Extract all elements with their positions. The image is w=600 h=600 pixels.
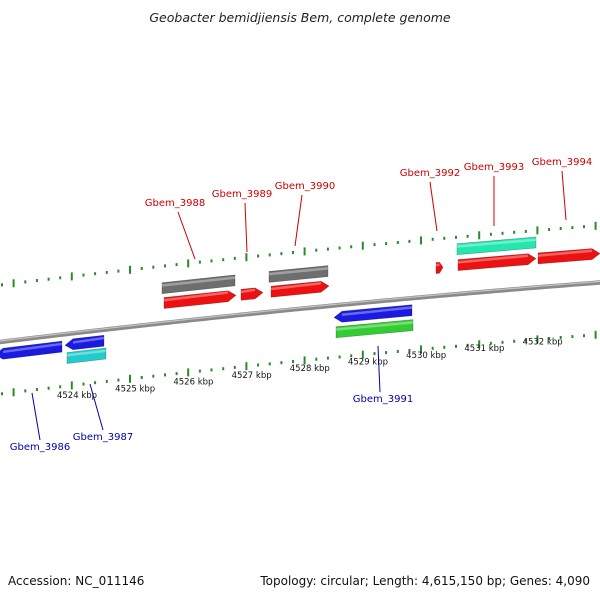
gbem-3993-seg1-body[interactable] xyxy=(457,253,537,271)
gbem-3993-seg0[interactable] xyxy=(456,236,537,256)
gbem-3986-seg0-shine xyxy=(3,342,62,354)
gene-label[interactable]: Gbem_3990 xyxy=(275,181,335,192)
callout-gbem-3990[interactable]: Gbem_3990 xyxy=(275,181,335,247)
leader-line xyxy=(244,202,248,253)
gbem-3991-seg1-body[interactable] xyxy=(335,319,414,339)
gbem-3990-seg1-body[interactable] xyxy=(270,280,330,298)
callout-gbem-3994[interactable]: Gbem_3994 xyxy=(532,157,592,221)
tick-label: 4524 kbp xyxy=(57,391,97,401)
gbem-3992-seg0-shine xyxy=(436,263,440,267)
forward-ticks xyxy=(1,221,597,288)
gbem-3993-seg0-body[interactable] xyxy=(456,236,537,256)
gbem-3991-seg0-shine xyxy=(342,306,412,316)
callout-gbem-3987[interactable]: Gbem_3987 xyxy=(73,383,133,443)
gene-label[interactable]: Gbem_3986 xyxy=(10,442,70,453)
leader-line xyxy=(377,345,381,393)
gbem-3987-seg0-body[interactable] xyxy=(64,334,105,351)
tick-label: 4528 kbp xyxy=(290,364,330,374)
gbem-3987-seg0[interactable] xyxy=(64,334,105,351)
gbem-3990-seg1[interactable] xyxy=(270,280,330,298)
gene-label[interactable]: Gbem_3994 xyxy=(532,157,592,168)
gene-label[interactable]: Gbem_3989 xyxy=(212,189,272,200)
gbem-3993-seg0-shine xyxy=(457,238,536,248)
gbem-3986-seg0-body[interactable] xyxy=(0,340,63,360)
callout-gbem-3991[interactable]: Gbem_3991 xyxy=(353,345,413,405)
gbem-3990-seg0-body[interactable] xyxy=(268,265,329,283)
gbem-3991-seg0[interactable] xyxy=(333,304,413,323)
gbem-3993-seg1-shine xyxy=(458,254,528,264)
gbem-3986-seg0[interactable] xyxy=(0,340,63,360)
gbem-3990-seg0[interactable] xyxy=(268,265,329,283)
gbem-3994-seg0-body[interactable] xyxy=(537,248,600,265)
kbp-tick-labels: 4524 kbp 4525 kbp 4526 kbp 4527 kbp 4528 kbp… xyxy=(57,337,563,401)
tick-label: 4526 kbp xyxy=(173,378,213,388)
gbem-3988-seg1-shine xyxy=(164,291,228,302)
map-title: Geobacter bemidjiensis Bem, complete gen… xyxy=(149,10,451,25)
tick-label: 4529 kbp xyxy=(348,358,388,368)
callout-gbem-3989[interactable]: Gbem_3989 xyxy=(212,189,272,253)
gbem-3991-seg1[interactable] xyxy=(335,319,414,339)
topology-text: Topology: circular; Length: 4,615,150 bp… xyxy=(260,574,590,588)
gbem-3989-seg0-body[interactable] xyxy=(240,287,264,301)
gene-label[interactable]: Gbem_3987 xyxy=(73,432,133,443)
gbem-3989-seg0-shine xyxy=(241,288,255,294)
leader-line xyxy=(429,181,438,232)
leader-line xyxy=(89,383,104,431)
callout-gbem-3986[interactable]: Gbem_3986 xyxy=(10,392,70,453)
gbem-3988-seg1[interactable] xyxy=(163,290,237,309)
tick-label: 4530 kbp xyxy=(406,351,446,361)
gbem-3990-seg1-shine xyxy=(271,282,321,291)
backbone-highlight xyxy=(0,280,600,342)
gbem-3992-seg0-body[interactable] xyxy=(435,261,444,274)
tick-label: 4527 kbp xyxy=(232,371,272,381)
gbem-3988-seg0-body[interactable] xyxy=(161,274,236,295)
gbem-3988-seg0[interactable] xyxy=(161,274,236,295)
gbem-3994-seg0-shine xyxy=(538,249,592,257)
gene-label[interactable]: Gbem_3988 xyxy=(145,198,205,209)
gene-features xyxy=(0,236,600,364)
tick-label: 4532 kbp xyxy=(523,337,563,347)
gbem-3988-seg0-shine xyxy=(162,276,235,287)
gbem-3987-seg1-body[interactable] xyxy=(66,347,107,364)
callout-gbem-3992[interactable]: Gbem_3992 xyxy=(400,168,460,232)
gbem-3991-seg0-body[interactable] xyxy=(333,304,413,323)
gbem-3993-seg1[interactable] xyxy=(457,253,537,271)
callout-gbem-3988[interactable]: Gbem_3988 xyxy=(145,198,205,260)
gbem-3987-seg0-shine xyxy=(73,336,104,344)
leader-line xyxy=(31,392,41,441)
gbem-3988-seg1-body[interactable] xyxy=(163,290,237,309)
tick-label: 4525 kbp xyxy=(115,384,155,394)
leader-line xyxy=(294,194,303,247)
leader-line xyxy=(177,211,196,260)
accession-text: Accession: NC_011146 xyxy=(8,574,145,588)
gbem-3990-seg0-shine xyxy=(269,267,328,276)
tick-label: 4531 kbp xyxy=(464,344,504,354)
gbem-3987-seg1[interactable] xyxy=(66,347,107,364)
gbem-3989-seg0[interactable] xyxy=(240,287,264,301)
leader-line xyxy=(561,170,567,221)
gene-label[interactable]: Gbem_3992 xyxy=(400,168,460,179)
reverse-ticks xyxy=(1,330,597,397)
gbem-3987-seg1-shine xyxy=(67,349,106,357)
gene-label[interactable]: Gbem_3991 xyxy=(353,394,413,405)
genome-backbone xyxy=(0,280,600,345)
gene-label[interactable]: Gbem_3993 xyxy=(464,162,524,173)
callout-gbem-3993[interactable]: Gbem_3993 xyxy=(464,162,524,226)
gbem-3991-seg1-shine xyxy=(336,321,413,331)
gbem-3994-seg0[interactable] xyxy=(537,248,600,265)
gbem-3992-seg0[interactable] xyxy=(435,261,444,274)
